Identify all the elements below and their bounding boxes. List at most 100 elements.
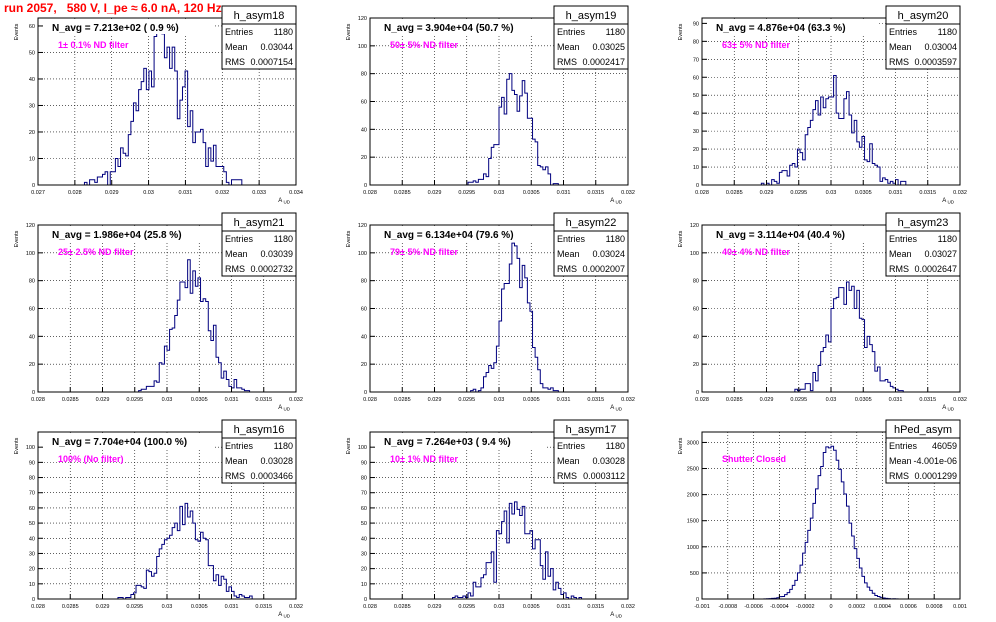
stats-key: Entries	[225, 234, 254, 244]
x-tick-label: 0	[829, 604, 832, 610]
x-tick-label: 0.029	[96, 397, 110, 403]
y-tick-label: 40	[693, 111, 699, 117]
x-tick-label: 0.0285	[62, 397, 79, 403]
stats-value: 0.03024	[592, 249, 625, 259]
x-tick-label: 0.031	[557, 397, 571, 403]
navg-background	[708, 20, 878, 34]
stats-key: RMS	[225, 471, 245, 481]
x-tick-label: 0.0315	[919, 397, 936, 403]
x-tick-label: 0.029	[428, 397, 442, 403]
x-tick-label: 0.0305	[855, 397, 872, 403]
y-tick-label: 80	[29, 476, 35, 482]
panel-h_asym18: 0.027 0.028 0.029 0.03 0.031 0.032 0.033 0.034 0…	[14, 5, 303, 205]
stats-key: Mean	[889, 456, 912, 466]
stats-key: Mean	[557, 456, 580, 466]
stats-box: h_asym18 Entries 1180 Mean 0.03044 RMS 0.00071…	[221, 5, 297, 70]
stats-key: Mean	[889, 42, 912, 52]
stats-key: RMS	[889, 471, 909, 481]
stats-value: 0.03004	[924, 42, 957, 52]
stats-box-frame	[221, 212, 297, 277]
y-tick-label: 0	[364, 390, 367, 396]
filter-annotation: 79± 5% ND filter	[390, 247, 458, 257]
x-tick-label: -0.001	[694, 604, 710, 610]
stats-value: 0.0007154	[250, 57, 293, 67]
y-axis-label: Events	[346, 437, 352, 454]
panel-h_asym17: 0.028 0.0285 0.029 0.0295 0.03 0.0305 0.031 0.0…	[346, 419, 635, 619]
stats-value: 0.0003466	[250, 471, 293, 481]
x-tick-label: 0.031	[225, 604, 239, 610]
panel-h_asym23: 0.028 0.0285 0.029 0.0295 0.03 0.0305 0.031 0.0…	[678, 212, 967, 412]
y-tick-label: 0	[364, 597, 367, 603]
stats-title: h_asym19	[566, 10, 617, 22]
x-tick-label: 0.0305	[523, 604, 540, 610]
stats-value: 0.03028	[260, 456, 293, 466]
stats-key: Entries	[225, 441, 254, 451]
x-tick-label: -0.0008	[718, 604, 737, 610]
y-tick-label: 50	[29, 521, 35, 527]
navg-label: N_avg = 3.904e+04 (50.7 %)	[384, 23, 514, 34]
stats-box-frame	[553, 212, 629, 277]
panel-h_asym22: 0.028 0.0285 0.029 0.0295 0.03 0.0305 0.031 0.0…	[346, 212, 635, 412]
y-tick-label: 80	[361, 279, 367, 285]
stats-key: Mean	[557, 42, 580, 52]
y-axis-label: Events	[678, 230, 684, 247]
panel-h_asym21: 0.028 0.0285 0.029 0.0295 0.03 0.0305 0.031 0.0…	[14, 212, 303, 412]
x-tick-label: 0.032	[289, 397, 303, 403]
navg-label: N_avg = 1.986e+04 (25.8 %)	[52, 230, 182, 241]
x-tick-label: 0.032	[621, 190, 635, 196]
x-tick-label: 0.028	[363, 190, 377, 196]
x-tick-label: 0.0006	[900, 604, 917, 610]
y-tick-label: 50	[693, 93, 699, 99]
x-tick-label: 0.031	[557, 190, 571, 196]
stats-title: h_asym16	[234, 424, 285, 436]
x-tick-label: 0.0285	[394, 190, 411, 196]
stats-title: h_asym23	[898, 217, 949, 229]
x-tick-label: 0.0305	[855, 190, 872, 196]
stats-box: h_asym22 Entries 1180 Mean 0.03024 RMS 0.00020…	[553, 212, 629, 277]
navg-background	[708, 227, 878, 241]
y-tick-label: 40	[361, 334, 367, 340]
x-tick-label: 0.029	[760, 397, 774, 403]
filter-annotation: 25± 2.5% ND filter	[58, 247, 134, 257]
stats-title: h_asym18	[234, 10, 285, 22]
y-tick-label: 70	[361, 491, 367, 497]
y-tick-label: 40	[693, 334, 699, 340]
stats-key: RMS	[889, 57, 909, 67]
y-tick-label: 60	[361, 307, 367, 313]
stats-key: Entries	[557, 234, 586, 244]
stats-box-frame	[221, 419, 297, 484]
stats-key: Mean	[225, 456, 248, 466]
stats-box-frame	[553, 5, 629, 70]
y-tick-label: 60	[29, 506, 35, 512]
navg-label: N_avg = 7.264e+03 ( 9.4 %)	[384, 437, 511, 448]
x-tick-label: 0.031	[225, 397, 239, 403]
x-axis-label: A UD	[942, 198, 955, 205]
y-tick-label: 50	[361, 521, 367, 527]
stats-box: h_asym21 Entries 1180 Mean 0.03039 RMS 0.00027…	[221, 212, 297, 277]
histogram-h_asym16	[38, 502, 296, 600]
filter-annotation: 100% (No filter)	[58, 454, 124, 464]
x-tick-label: 0.028	[363, 604, 377, 610]
y-tick-label: 40	[361, 127, 367, 133]
x-tick-label: 0.001	[953, 604, 967, 610]
y-tick-label: 1500	[687, 519, 699, 525]
navg-background	[44, 20, 214, 34]
y-tick-label: 40	[29, 536, 35, 542]
x-tick-label: 0.03	[494, 604, 505, 610]
x-tick-label: 0.0305	[523, 190, 540, 196]
stats-value: 0.0002007	[582, 264, 625, 274]
stats-value: 0.03039	[260, 249, 293, 259]
x-tick-label: 0.033	[252, 190, 266, 196]
y-tick-label: 20	[693, 362, 699, 368]
y-tick-label: 80	[693, 39, 699, 45]
x-tick-label: 0.03	[162, 604, 173, 610]
y-tick-label: 100	[358, 44, 367, 50]
stats-value: 1180	[274, 441, 293, 451]
stats-key: Entries	[225, 27, 254, 37]
y-tick-label: 0	[32, 597, 35, 603]
stats-key: Entries	[889, 27, 918, 37]
stats-value: 0.0003112	[583, 471, 625, 481]
x-tick-label: -0.0004	[770, 604, 789, 610]
filter-annotation: 50± 5% ND filter	[390, 40, 458, 50]
x-axis-label: A UD	[610, 612, 623, 619]
